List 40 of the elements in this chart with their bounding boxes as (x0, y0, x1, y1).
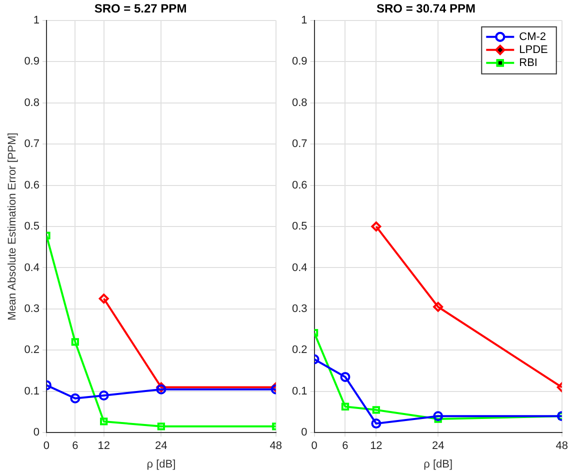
y-tick-label: 0.8 (24, 96, 40, 109)
y-tick-label: 1 (301, 14, 308, 26)
y-tick-label: 0.9 (24, 56, 40, 68)
y-tick-label: 0.5 (24, 220, 40, 233)
y-axis-title: Mean Absolute Estimation Error [PPM] (6, 132, 19, 320)
y-tick-label: 0 (301, 426, 308, 439)
y-tick-label: 0.2 (292, 344, 308, 356)
x-tick-label: 24 (432, 440, 444, 452)
y-tick-label: 0.3 (292, 302, 308, 315)
x-tick-label: 6 (342, 440, 348, 452)
y-tick-label: 0.7 (24, 138, 40, 150)
x-tick-label: 12 (370, 440, 382, 452)
y-tick-label: 0.2 (24, 344, 40, 356)
x-tick-label: 0 (43, 440, 50, 452)
legend-label: LPDE (519, 44, 548, 56)
x-tick-label: 48 (556, 440, 568, 452)
x-tick-label: 48 (270, 440, 282, 452)
chart-title: SRO = 30.74 PPM (376, 2, 476, 16)
x-tick-label: 12 (98, 440, 110, 452)
x-tick-label: 24 (155, 440, 168, 452)
y-tick-label: 0.4 (292, 262, 308, 274)
x-axis-title: ρ [dB] (424, 458, 453, 470)
y-tick-label: 0.9 (292, 56, 308, 68)
x-axis-title: ρ [dB] (146, 458, 176, 470)
x-tick-label: 0 (311, 440, 318, 452)
chart-title: SRO = 5.27 PPM (94, 2, 187, 16)
y-tick-label: 0.6 (292, 179, 308, 192)
y-tick-label: 0.4 (24, 262, 40, 274)
y-tick-label: 0.8 (292, 96, 308, 109)
y-tick-label: 0.6 (24, 179, 40, 192)
y-tick-label: 0.5 (292, 220, 308, 233)
x-tick-label: 6 (72, 440, 78, 452)
legend-label: CM-2 (519, 30, 546, 43)
y-tick-label: 0.7 (292, 138, 308, 150)
y-tick-label: 0.1 (292, 385, 308, 398)
y-tick-label: 0.3 (24, 302, 40, 315)
y-tick-label: 0 (33, 426, 40, 439)
y-tick-label: 1 (33, 14, 40, 26)
y-tick-label: 0.1 (24, 385, 40, 398)
legend-label: RBI (519, 56, 538, 69)
